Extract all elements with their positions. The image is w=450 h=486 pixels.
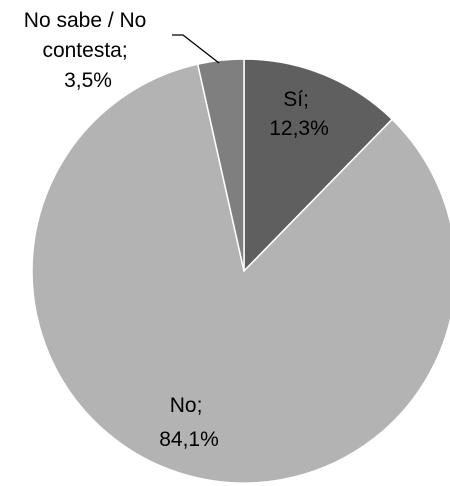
pie-slices (31, 58, 450, 484)
label-si-name: Sí; (283, 88, 309, 111)
label-si-value: 12,3% (269, 117, 329, 140)
pie-slice-no (31, 63, 450, 484)
label-no-name: No; (170, 394, 203, 417)
label-no-sabe-line1: No sabe / No (24, 9, 147, 32)
label-no: No; 84,1% (159, 394, 219, 451)
label-no-sabe-line3: 3,5% (64, 69, 112, 92)
pie-slice-si (243, 58, 394, 273)
label-no-sabe-line2: contesta; (42, 39, 127, 62)
label-no-sabe: No sabe / No contesta; 3,5% (24, 9, 152, 92)
label-si: Sí; 12,3% (269, 88, 329, 140)
label-no-value: 84,1% (159, 428, 219, 451)
leader-line-no-sabe (172, 34, 220, 64)
pie-slice-no-sabe (196, 58, 245, 272)
